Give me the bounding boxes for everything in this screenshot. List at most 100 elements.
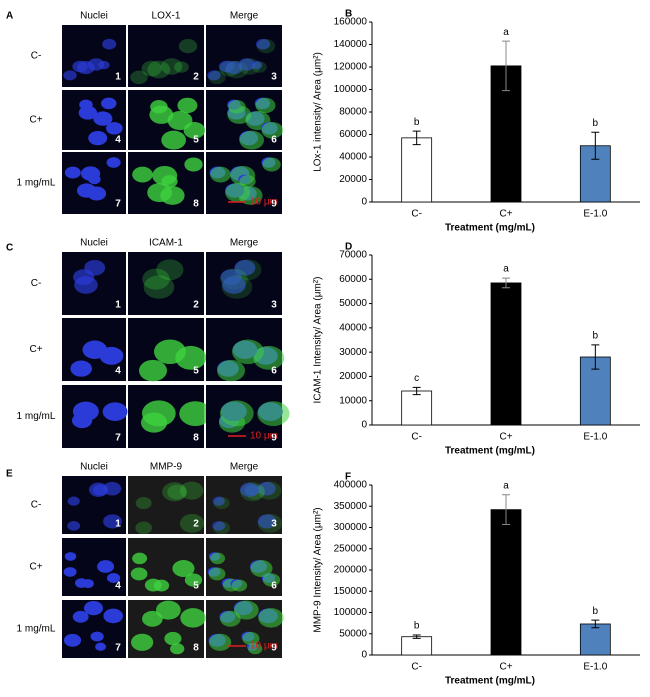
row-label: 1 mg/mL <box>17 178 56 189</box>
stain <box>210 166 231 183</box>
stain <box>164 631 182 646</box>
row-label: C- <box>31 500 42 511</box>
stain <box>141 400 176 427</box>
column-header: MMP-9 <box>150 462 183 473</box>
nucleus <box>102 402 128 421</box>
nucleus <box>106 122 123 135</box>
stain <box>138 359 168 382</box>
image-number: 8 <box>193 643 199 654</box>
image-number: 6 <box>271 366 277 377</box>
significance-letter: b <box>593 330 599 341</box>
image-number: 2 <box>193 300 199 311</box>
image-number: 8 <box>193 433 199 444</box>
image-number: 2 <box>193 519 199 530</box>
nucleus <box>90 631 104 642</box>
nucleus <box>234 259 256 276</box>
nucleus <box>93 111 113 126</box>
row-label: C+ <box>29 562 42 573</box>
panel-letter: D <box>345 242 352 253</box>
stain <box>142 268 170 290</box>
stain <box>131 633 154 651</box>
nucleus <box>76 183 97 198</box>
x-tick-label: C+ <box>499 432 512 443</box>
error-bar <box>591 344 600 370</box>
stain <box>256 39 276 54</box>
image-number: 8 <box>193 199 199 210</box>
micrograph <box>128 476 204 534</box>
image-number: 4 <box>115 581 121 592</box>
stain <box>161 130 186 150</box>
nucleus <box>83 600 103 616</box>
nucleus <box>103 608 123 624</box>
micrograph <box>62 538 126 596</box>
image-number: 9 <box>271 433 277 444</box>
column-header: Nuclei <box>80 238 108 249</box>
column-header: Merge <box>230 238 259 249</box>
x-tick-label: C+ <box>499 209 512 220</box>
y-tick-label: 70000 <box>339 250 367 261</box>
nucleus <box>97 560 115 573</box>
significance-letter: a <box>503 27 509 38</box>
nucleus <box>103 514 122 529</box>
stain <box>147 183 173 203</box>
image-number: 2 <box>193 72 199 83</box>
stain <box>228 99 246 114</box>
stain <box>179 514 205 533</box>
y-tick-label: 100000 <box>334 607 368 618</box>
x-tick-label: C- <box>411 662 422 673</box>
nucleus <box>212 496 225 506</box>
stain <box>160 58 183 75</box>
x-tick-label: C- <box>411 209 422 220</box>
stain <box>261 121 284 139</box>
error-bar <box>412 634 421 639</box>
image-number: 4 <box>115 135 121 146</box>
nucleus <box>67 521 81 531</box>
stain <box>232 339 264 365</box>
stain <box>135 521 152 535</box>
significance-letter: b <box>414 117 420 128</box>
nucleus <box>250 60 263 70</box>
scale-bar-label: 10 μm <box>250 431 278 442</box>
y-tick-label: 0 <box>361 197 367 208</box>
stain <box>258 608 284 628</box>
error-bar <box>591 131 600 160</box>
x-tick-label: E-1.0 <box>583 432 607 443</box>
column-header: Merge <box>230 11 259 22</box>
stain <box>209 633 232 651</box>
nucleus <box>212 521 226 531</box>
stain <box>208 70 226 85</box>
column-header: Nuclei <box>80 462 108 473</box>
x-axis-label: Treatment (mg/mL) <box>445 446 535 457</box>
x-tick-label: E-1.0 <box>583 662 607 673</box>
stain <box>184 157 203 172</box>
stain <box>178 39 198 54</box>
row-label: 1 mg/mL <box>17 624 56 635</box>
stain <box>213 496 230 510</box>
row-label: 1 mg/mL <box>17 411 56 422</box>
row-label: C+ <box>29 344 42 355</box>
stain <box>130 70 148 85</box>
significance-letter: a <box>503 264 509 275</box>
panel-letter: C <box>6 243 13 254</box>
nucleus <box>88 482 109 497</box>
stain <box>172 560 195 578</box>
significance-letter: b <box>593 118 599 129</box>
error-bar <box>412 130 421 146</box>
stain <box>220 610 241 627</box>
nucleus <box>224 60 243 75</box>
y-axis-label: ICAM-1 Intensity/ Area (μm²) <box>313 277 324 404</box>
image-number: 4 <box>115 366 121 377</box>
significance-letter: a <box>503 480 509 491</box>
x-axis-label: Treatment (mg/mL) <box>445 223 535 234</box>
stain <box>135 496 152 510</box>
stain <box>170 643 185 655</box>
y-tick-label: 30000 <box>339 347 367 358</box>
stain <box>242 631 260 646</box>
image-number: 1 <box>115 72 121 83</box>
y-tick-label: 60000 <box>339 129 367 140</box>
y-tick-label: 250000 <box>334 543 368 554</box>
image-number: 3 <box>271 519 277 530</box>
column-header: Merge <box>230 462 259 473</box>
significance-letter: b <box>414 621 420 632</box>
